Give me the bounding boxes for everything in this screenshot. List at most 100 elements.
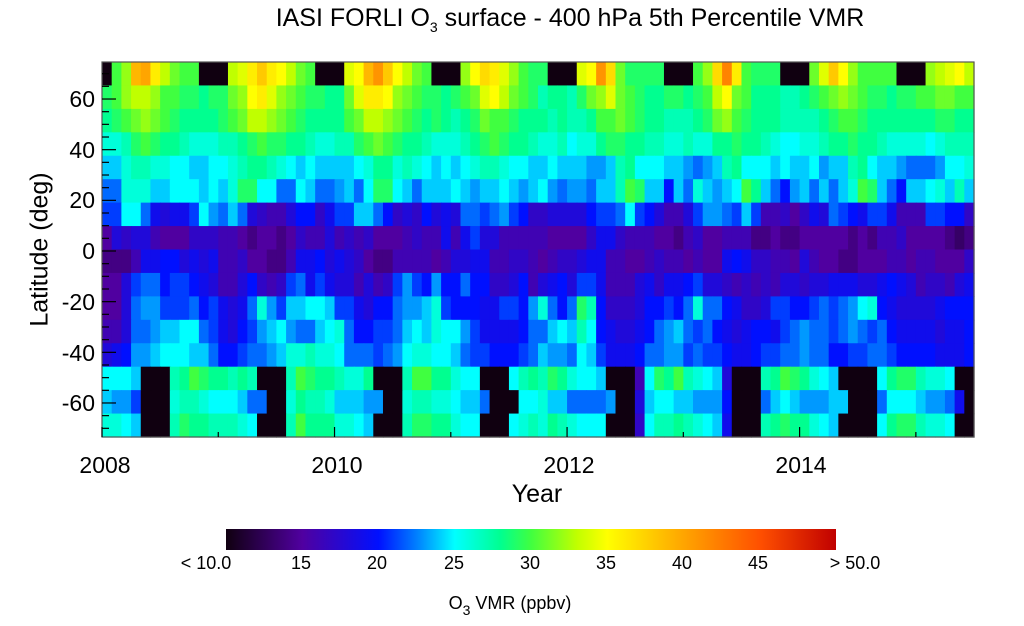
heatmap-cell [189,155,200,180]
heatmap-cell [799,62,810,87]
heatmap-cell [247,226,258,251]
heatmap-cell [160,132,171,157]
heatmap-cell [382,226,394,251]
heatmap-cell [276,155,287,180]
heatmap-cell [877,226,888,251]
heatmap-cell [538,202,549,227]
heatmap-cell [867,155,878,180]
heatmap-cell [964,155,975,180]
heatmap-cell [857,249,869,274]
heatmap-cell [257,108,268,133]
heatmap-cell [344,155,355,180]
heatmap-cell [160,62,171,87]
heatmap-cell [780,249,791,274]
heatmap-cell [286,155,297,180]
heatmap-cell [198,62,210,87]
heatmap-cell [751,85,762,110]
heatmap-cell [896,108,907,133]
heatmap-cell [324,155,336,180]
heatmap-cell [305,179,316,204]
heatmap-cell [683,155,694,180]
heatmap-cell [848,413,859,438]
heatmap-cell [615,366,626,391]
heatmap-cell [770,390,781,415]
heatmap-cell [586,62,597,87]
heatmap-cell [906,249,917,274]
heatmap-cell [693,272,704,297]
heatmap-cell [780,390,791,415]
heatmap-cell [915,272,927,297]
heatmap-cell [518,390,529,415]
heatmap-cell [848,62,859,87]
heatmap-cell [712,390,723,415]
heatmap-cell [344,296,355,321]
heatmap-cell [935,413,946,438]
heatmap-cell [499,108,510,133]
heatmap-cell [954,272,965,297]
heatmap-cell [557,413,568,438]
heatmap-cell [218,296,229,321]
heatmap-cell [198,108,210,133]
heatmap-cell [877,132,888,157]
heatmap-cell [441,132,452,157]
heatmap-cell [140,155,152,180]
heatmap-cell [663,296,675,321]
heatmap-cell [722,249,733,274]
heatmap-cell [712,413,723,438]
heatmap-cell [925,155,936,180]
heatmap-cell [538,319,549,344]
heatmap-cell [935,366,946,391]
heatmap-cell [499,366,510,391]
heatmap-cell [150,62,161,87]
heatmap-cell [160,343,171,368]
heatmap-cell [693,319,704,344]
heatmap-cell [857,226,869,251]
heatmap-cell [324,179,336,204]
heatmap-cell [547,343,558,368]
heatmap-cell [266,319,277,344]
heatmap-cell [257,85,268,110]
heatmap-cell [828,413,839,438]
heatmap-cell [867,319,878,344]
heatmap-cell [944,132,956,157]
heatmap-cell [663,319,675,344]
heatmap-cell [121,85,132,110]
heatmap-cell [189,85,200,110]
heatmap-cell [344,272,355,297]
heatmap-cell [431,179,442,204]
x-tick-label: 2008 [79,452,131,478]
heatmap-cell [567,319,578,344]
heatmap-cell [470,366,481,391]
heatmap-cell [421,108,433,133]
heatmap-cell [460,343,471,368]
heatmap-cell [586,319,597,344]
heatmap-cell [644,249,655,274]
heatmap-cell [295,202,307,227]
heatmap-cell [276,272,287,297]
heatmap-cell [392,249,403,274]
heatmap-cell [489,62,500,87]
heatmap-cell [111,202,122,227]
heatmap-cell [644,319,655,344]
heatmap-cell [683,272,694,297]
heatmap-cell [935,85,946,110]
heatmap-cell [848,366,859,391]
heatmap-cell [121,390,132,415]
heatmap-cell [663,249,675,274]
heatmap-cell [344,343,355,368]
heatmap-cell [848,132,859,157]
heatmap-cell [392,202,403,227]
heatmap-cell [625,249,636,274]
heatmap-cell [925,272,936,297]
heatmap-cell [673,179,684,204]
heatmap-cell [489,226,500,251]
heatmap-cell [189,319,200,344]
heatmap-cell [363,366,374,391]
heatmap-cell [257,366,268,391]
heatmap-cell [663,108,675,133]
heatmap-cell [654,296,665,321]
heatmap-cell [208,155,219,180]
heatmap-cell [731,366,743,391]
y-tick-label: -60 [61,390,95,416]
heatmap-cell [450,132,462,157]
